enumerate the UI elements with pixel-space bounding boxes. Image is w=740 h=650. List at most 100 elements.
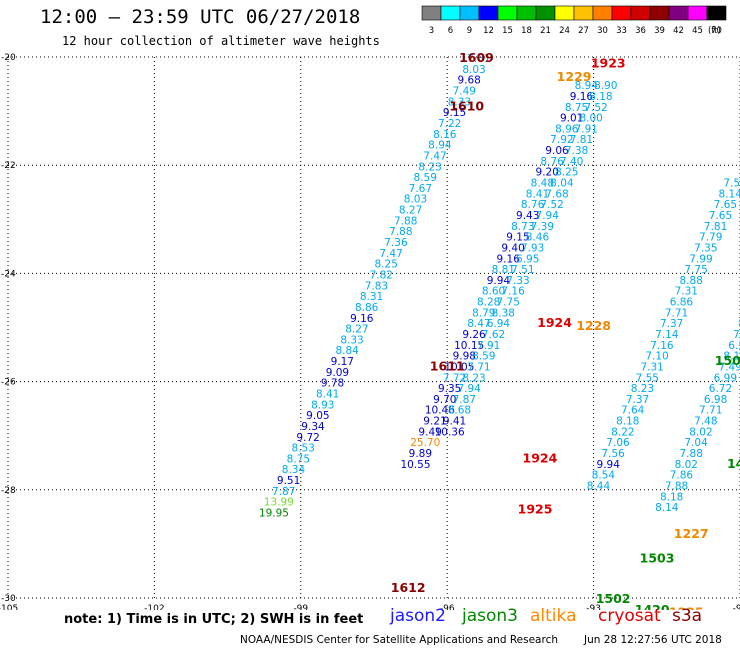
colorbar-label: 42 — [673, 26, 684, 36]
pass-time-label: 1229 — [557, 69, 592, 84]
x-tick-label: -105 — [0, 604, 18, 610]
pass-time-label: 1923 — [591, 55, 626, 70]
wave-height-value: 7.49 — [719, 361, 740, 373]
wave-height-value: 7.72 — [443, 372, 466, 384]
wave-height-value: 7.39 — [531, 221, 554, 233]
wave-height-value: 8.23 — [462, 372, 485, 384]
wave-height-value: 8.31 — [360, 291, 383, 303]
pass-time-label: 1925 — [518, 502, 553, 517]
wave-height-value: 9.26 — [462, 329, 486, 341]
colorbar-label: 27 — [578, 26, 589, 36]
x-tick-label: -90 — [733, 604, 740, 610]
wave-height-value: 8.76 — [540, 156, 564, 168]
wave-height-value: 7.67 — [409, 183, 432, 195]
y-tick-label: -26 — [1, 378, 16, 388]
wave-height-value: 8.14 — [655, 502, 679, 514]
wave-height-value: 8.00 — [579, 113, 602, 125]
wave-height-value: 8.75 — [287, 453, 310, 465]
x-tick-label: -96 — [440, 604, 455, 610]
wave-height-value: 9.34 — [301, 421, 325, 433]
pass-time-label: 1924 — [523, 450, 558, 465]
wave-height-value: 8.44 — [587, 480, 611, 492]
wave-height-value: 7.81 — [467, 53, 490, 65]
wave-height-value: 8.41 — [316, 389, 339, 401]
wave-height-value: 9.49 — [418, 426, 441, 438]
wave-height-value: 10.36 — [435, 426, 465, 438]
page-title: 12:00 – 23:59 UTC 06/27/2018 — [40, 6, 361, 28]
wave-height-value: 8.86 — [355, 302, 379, 314]
map-plot: -105 -102 -99 -96 -93 -90 -20 -22 -24 -26 -28 -30 7.… — [0, 50, 740, 610]
colorbar-label: 21 — [540, 26, 551, 36]
x-tick-label: -99 — [293, 604, 308, 610]
x-tick-label: -93 — [586, 604, 601, 610]
wave-height-value: 7.16 — [650, 340, 674, 352]
wave-height-value: 8.18 — [660, 491, 683, 503]
colorbar-label: 33 — [616, 26, 627, 36]
wave-height-value: 7.81 — [704, 221, 727, 233]
wave-height-value: 8.53 — [292, 443, 315, 455]
satellite-s3a: s3a — [672, 606, 703, 626]
colorbar-label: 9 — [467, 26, 472, 36]
wave-height-value: 8.90 — [594, 80, 617, 92]
wave-height-value: 7.88 — [665, 480, 688, 492]
wave-height-value: 8.14 — [719, 188, 740, 200]
wave-height-value: 7.31 — [640, 361, 663, 373]
wave-height-value: 9.72 — [296, 432, 319, 444]
wave-height-value: 9.94 — [487, 275, 511, 287]
wave-height-value: 7.49 — [453, 86, 476, 98]
y-tick-label: -20 — [1, 53, 16, 63]
wave-height-value: 8.59 — [414, 172, 437, 184]
wave-height-value: 7.40 — [560, 156, 583, 168]
wave-height-value: 8.48 — [531, 178, 554, 190]
wave-height-value: 8.16 — [433, 129, 457, 141]
wave-height-value: 9.21 — [423, 416, 446, 428]
wave-height-value: 7.56 — [601, 448, 625, 460]
wave-height-value: 7.33 — [506, 275, 529, 287]
wave-height-value: 7.77 — [733, 329, 740, 341]
pass-time-label: 1225 — [669, 605, 704, 610]
colorbar-label: 39 — [654, 26, 665, 36]
pass-time-label: 1924 — [537, 315, 572, 330]
pass-time-label: 142 — [727, 456, 740, 471]
wave-height-value: 10.05 — [444, 361, 474, 373]
pass-time-label: 1227 — [674, 526, 709, 541]
satellite-cryosat: cryosat — [598, 606, 661, 626]
wave-height-value: 10.15 — [454, 340, 484, 352]
satellite-jason2: jason2 — [390, 606, 446, 626]
wave-height-value: 8.18 — [589, 91, 612, 103]
wave-height-value: 9.70 — [433, 394, 456, 406]
wave-height-value: 7.88 — [394, 215, 417, 227]
wave-height-value: 8.02 — [689, 426, 712, 438]
wave-height-value: 8.33 — [340, 334, 363, 346]
wave-height-value: 7.38 — [565, 145, 588, 157]
wave-height-value: 8.23 — [631, 383, 654, 395]
colorbar: 3 6 9 12 15 18 21 24 27 30 33 36 39 42 45 70(ft) — [421, 5, 727, 36]
wave-height-value: 7.04 — [684, 437, 708, 449]
wave-height-value: 7.92 — [550, 134, 573, 146]
pass-time-label: 1611 — [430, 358, 465, 373]
wave-height-value: 7.48 — [694, 416, 717, 428]
wave-height-value: 7.75 — [497, 297, 520, 309]
wave-height-value: 8.79 — [472, 307, 495, 319]
pass-time-label: 1610 — [449, 99, 484, 114]
wave-height-value: 8.75 — [565, 102, 588, 114]
wave-height-value: 6.50 — [728, 340, 740, 352]
wave-height-value: 7.88 — [389, 226, 412, 238]
wave-height-value: 9.78 — [321, 378, 344, 390]
wave-height-value: 7.86 — [670, 470, 694, 482]
wave-height-value: 8.27 — [399, 205, 422, 217]
pass-time-label: 1609 — [459, 50, 494, 65]
wave-height-value: 9.15 — [443, 107, 466, 119]
wave-height-value: 8.22 — [611, 426, 634, 438]
timestamp: Jun 28 12:27:56 UTC 2018 — [584, 634, 722, 646]
wave-height-value: 9.16 — [497, 253, 521, 265]
pass-time-label: 1420 — [635, 602, 670, 610]
wave-height-value: 9.06 — [545, 145, 569, 157]
wave-height-value: 8.59 — [472, 351, 495, 363]
wave-height-value: 9.89 — [409, 448, 432, 460]
wave-height-value: 7.71 — [699, 405, 722, 417]
wave-height-value: 9.16 — [570, 91, 594, 103]
wave-height-value: 6.72 — [709, 383, 732, 395]
wave-height-value: 6.98 — [704, 394, 727, 406]
